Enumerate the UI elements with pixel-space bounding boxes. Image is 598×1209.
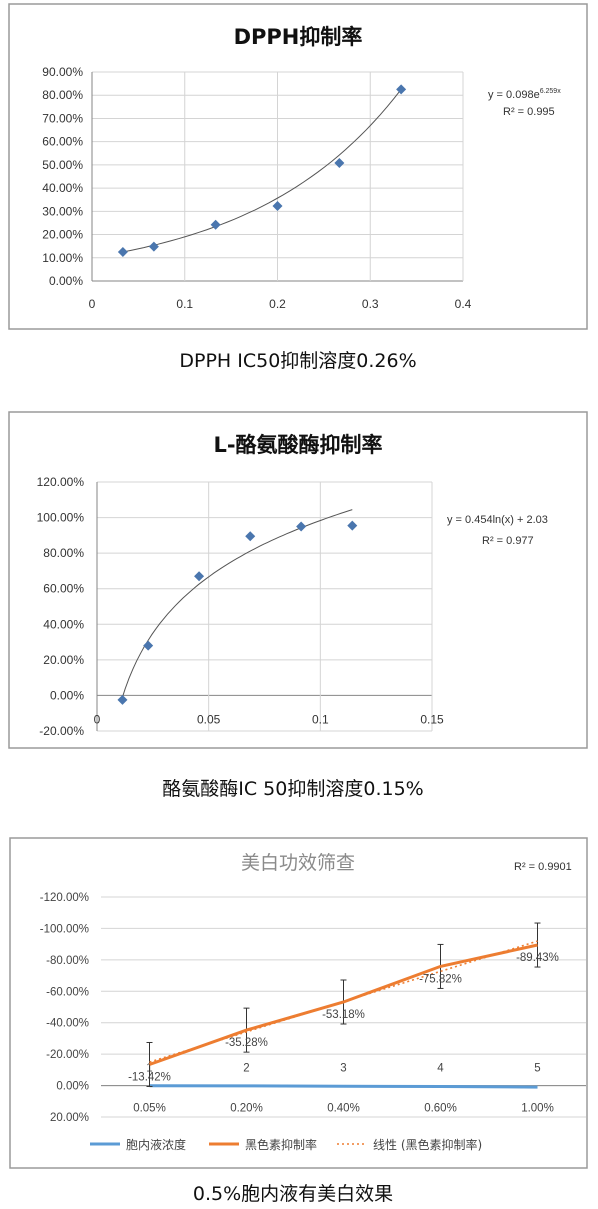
x-category-label: 0.20% <box>230 1103 263 1115</box>
y-axis-ticks: 0.00% 10.00% 20.00% 30.00% 40.00% 50.00% 60.00… <box>42 65 83 288</box>
x-category-label: 0.05% <box>133 1103 166 1115</box>
data-label: -53.18% <box>322 1009 365 1021</box>
caption-tyrosinase: 酪氨酸酶IC 50抑制溶度0.15% <box>162 778 423 800</box>
legend: 胞内液浓度 黑色素抑制率 线性 (黑色素抑制率) <box>90 1137 482 1152</box>
x-tick-label: 0 <box>94 712 101 726</box>
x-category-label: 0.40% <box>327 1103 360 1115</box>
y-tick-label: 60.00% <box>43 582 84 596</box>
x-axis-ticks: 0 0.05 0.1 0.15 <box>94 712 444 726</box>
y-tick-label: 100.00% <box>37 511 85 525</box>
data-point <box>296 521 307 532</box>
data-label: -75.82% <box>419 973 462 985</box>
caption-whitening: 0.5%胞内液有美白效果 <box>193 1183 393 1205</box>
x-category-label: 0.60% <box>424 1103 457 1115</box>
y-tick-label: 0.00% <box>50 688 84 702</box>
chart-title: L-酪氨酸酶抑制率 <box>213 433 382 457</box>
chart-frame <box>8 3 588 330</box>
x-index-label: 5 <box>534 1063 540 1075</box>
y-tick-label: 0.00% <box>56 1081 89 1093</box>
y-tick-label: -20.00% <box>46 1049 89 1061</box>
gridlines <box>96 481 433 732</box>
y-tick-label: 90.00% <box>42 65 83 79</box>
x-tick-label: 0.2 <box>269 297 286 311</box>
y-tick-label: -100.00% <box>40 923 89 935</box>
x-category-labels: 0.05% 0.20% 0.40% 0.60% 1.00% <box>133 1103 554 1115</box>
y-tick-label: 20.00% <box>42 228 83 242</box>
r-squared-label: R² = 0.9901 <box>514 861 572 873</box>
y-tick-label: 20.00% <box>43 653 84 667</box>
y-tick-label: 60.00% <box>42 135 83 149</box>
chart-title: 美白功效筛查 <box>241 852 355 874</box>
data-point <box>117 694 128 705</box>
y-tick-label: 40.00% <box>43 617 84 631</box>
y-tick-label: 80.00% <box>43 546 84 560</box>
y-tick-label: -120.00% <box>40 892 89 904</box>
r-squared-label: R² = 0.995 <box>503 106 555 118</box>
data-label: -13.42% <box>128 1071 171 1083</box>
data-point <box>334 158 345 169</box>
x-index-label: 4 <box>437 1063 444 1075</box>
x-index-label: 2 <box>243 1063 249 1075</box>
y-tick-label: 10.00% <box>42 251 83 265</box>
y-tick-label: -60.00% <box>46 986 89 998</box>
y-tick-label: 70.00% <box>42 111 83 125</box>
y-tick-label: 40.00% <box>42 181 83 195</box>
y-tick-label: 30.00% <box>42 204 83 218</box>
data-point <box>194 571 205 582</box>
series-line-melanin <box>148 943 538 1066</box>
dpph-chart: DPPH抑制率 0.00% 10.00% 20.00% 30.00% 40.00% 50.… <box>8 3 588 330</box>
trend-equation: y = 0.454ln(x) + 2.03 <box>447 514 548 526</box>
whitening-chart: 美白功效筛查 R² = 0.9901 -120.00% -100.00% -80.0… <box>9 837 588 1169</box>
legend-label-concentration: 胞内液浓度 <box>126 1137 186 1152</box>
y-tick-label: 50.00% <box>42 158 83 172</box>
data-points <box>117 84 407 257</box>
x-tick-label: 0 <box>89 297 96 311</box>
trendline <box>120 509 353 701</box>
data-label: -35.28% <box>225 1037 268 1049</box>
data-labels: -13.42% -35.28% -53.18% -75.82% -89.43% <box>128 952 559 1083</box>
data-point <box>148 241 159 252</box>
x-tick-label: 0.1 <box>312 712 329 726</box>
y-tick-label: -80.00% <box>46 955 89 967</box>
trend-equation: y = 0.098e6.259x <box>488 88 561 101</box>
x-index-label: 3 <box>340 1063 346 1075</box>
gridlines <box>91 71 464 282</box>
data-point <box>396 84 407 95</box>
legend-label-trendline: 线性 (黑色素抑制率) <box>373 1137 482 1152</box>
y-axis-ticks: -120.00% -100.00% -80.00% -60.00% -40.00% -20… <box>40 892 89 1124</box>
tyrosinase-chart: L-酪氨酸酶抑制率 -20.00% 0.00% 20.00% 40.00% 60.00%… <box>8 411 588 749</box>
y-tick-label: 20.00% <box>50 1112 89 1124</box>
data-point <box>117 246 128 257</box>
data-point <box>272 200 283 211</box>
data-label: -89.43% <box>516 952 559 964</box>
series-line-concentration <box>149 1084 538 1089</box>
x-tick-label: 0.05 <box>197 712 221 726</box>
x-tick-label: 0.3 <box>362 297 379 311</box>
legend-label-melanin: 黑色素抑制率 <box>245 1137 317 1152</box>
r-squared-label: R² = 0.977 <box>482 535 534 547</box>
chart-frame <box>9 837 588 1169</box>
caption-dpph: DPPH IC50抑制溶度0.26% <box>179 350 416 372</box>
x-tick-label: 0.15 <box>420 712 444 726</box>
data-point <box>347 520 358 531</box>
trendline <box>122 89 402 253</box>
y-tick-label: 80.00% <box>42 88 83 102</box>
y-tick-label: -20.00% <box>39 724 84 738</box>
x-category-label: 1.00% <box>521 1103 554 1115</box>
data-point <box>143 640 154 651</box>
data-point <box>245 531 256 542</box>
x-axis-ticks: 0 0.1 0.2 0.3 0.4 <box>89 297 472 311</box>
x-tick-label: 0.1 <box>176 297 193 311</box>
data-point <box>210 219 221 230</box>
y-tick-label: -40.00% <box>46 1018 89 1030</box>
chart-title: DPPH抑制率 <box>234 25 363 49</box>
y-tick-label: 120.00% <box>37 475 85 489</box>
chart-frame <box>8 411 588 749</box>
data-points <box>117 520 358 705</box>
y-axis-ticks: -20.00% 0.00% 20.00% 40.00% 60.00% 80.00% 100.… <box>37 475 85 738</box>
x-tick-label: 0.4 <box>455 297 472 311</box>
y-tick-label: 0.00% <box>49 274 83 288</box>
